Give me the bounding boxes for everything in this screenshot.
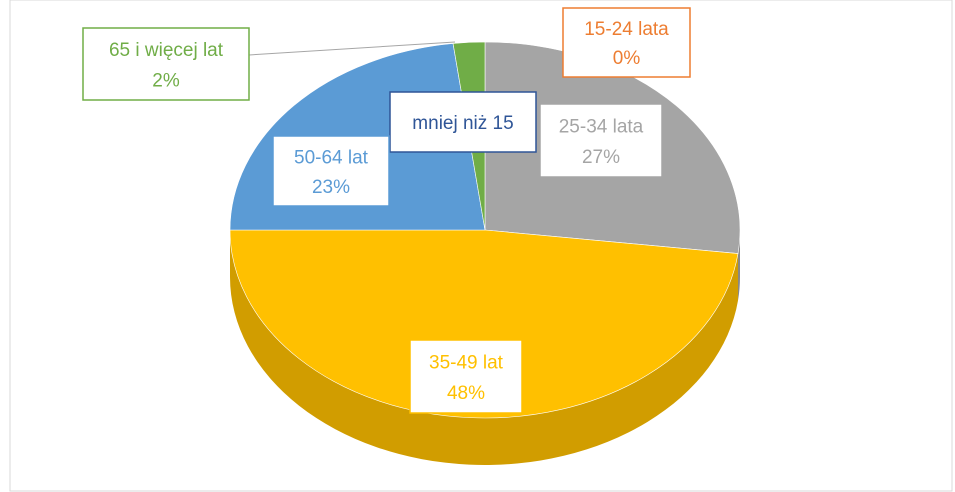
data-label-value: 2% — [152, 70, 180, 91]
pie-slice — [229, 229, 739, 419]
data-label-category: 25-34 lata — [559, 116, 644, 137]
data-label-category: 35-49 lat — [429, 352, 504, 373]
data-label-box — [272, 135, 390, 207]
data-label-value: 0% — [613, 48, 641, 69]
data-label-category: mniej niż 15 — [412, 113, 513, 134]
data-label-category: 15-24 lata — [584, 19, 669, 40]
data-label-box — [389, 91, 537, 153]
data-label-box — [82, 27, 250, 101]
data-label-value: 48% — [447, 383, 485, 404]
data-label-box — [539, 103, 663, 178]
leader-line — [248, 41, 456, 56]
data-label-box — [409, 339, 523, 414]
data-label-category: 50-64 lat — [294, 147, 369, 168]
data-label-value: 23% — [312, 177, 350, 198]
data-label-box — [562, 7, 691, 78]
pie-side — [737, 230, 740, 301]
pie-side — [230, 230, 738, 466]
data-label-category: 65 i więcej lat — [109, 40, 224, 61]
data-label-value: 27% — [582, 147, 620, 168]
